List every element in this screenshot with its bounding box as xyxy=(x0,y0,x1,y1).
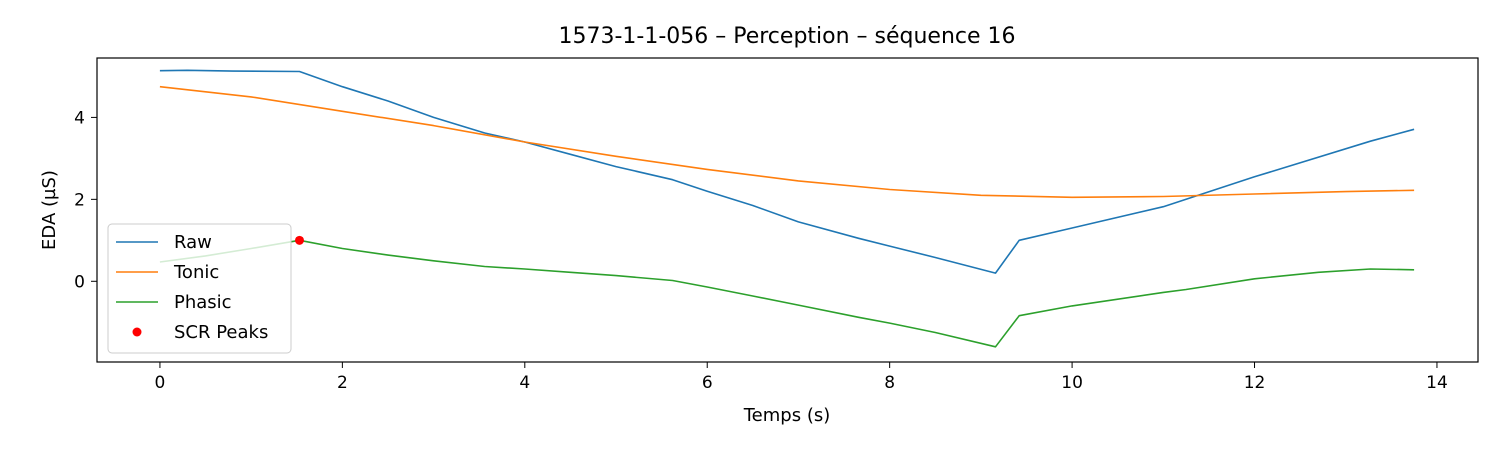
y-tick-label: 0 xyxy=(74,272,85,292)
x-tick-label: 12 xyxy=(1244,373,1266,393)
legend-label: Raw xyxy=(174,232,212,253)
legend-box xyxy=(107,223,292,354)
x-axis: 0 2 4 6 8 10 12 14 xyxy=(155,362,1448,393)
legend-label: Phasic xyxy=(174,292,232,313)
x-tick-label: 6 xyxy=(702,373,713,393)
y-tick-label: 2 xyxy=(74,190,85,210)
series-line-phasic xyxy=(159,239,1415,348)
x-tick-label: 14 xyxy=(1426,373,1448,393)
chart-title: 1573-1-1-056 – Perception – séquence 16 xyxy=(558,24,1015,49)
series-line-raw xyxy=(159,69,1415,274)
plot-frame xyxy=(96,57,1479,363)
y-axis-label: EDA (µS) xyxy=(39,170,60,250)
marker-layer xyxy=(294,235,304,245)
x-tick-label: 10 xyxy=(1061,373,1083,393)
series-layer xyxy=(159,69,1415,348)
x-tick-label: 0 xyxy=(155,373,166,393)
x-axis-label: Temps (s) xyxy=(743,405,831,426)
legend-label: Tonic xyxy=(173,262,219,283)
legend-items: Raw Tonic Phasic SCR Peaks xyxy=(116,232,268,343)
legend-swatch-scr-peaks xyxy=(132,327,142,337)
y-axis: 0 2 4 xyxy=(74,108,97,292)
plot-area xyxy=(96,57,1479,363)
x-tick-label: 4 xyxy=(519,373,530,393)
series-line-tonic xyxy=(159,85,1415,199)
x-tick-label: 2 xyxy=(337,373,348,393)
y-tick-label: 4 xyxy=(74,108,85,128)
legend-label: SCR Peaks xyxy=(174,322,268,343)
scr-peak-marker xyxy=(294,235,304,245)
x-tick-label: 8 xyxy=(884,373,895,393)
legend: Raw Tonic Phasic SCR Peaks xyxy=(107,223,292,354)
